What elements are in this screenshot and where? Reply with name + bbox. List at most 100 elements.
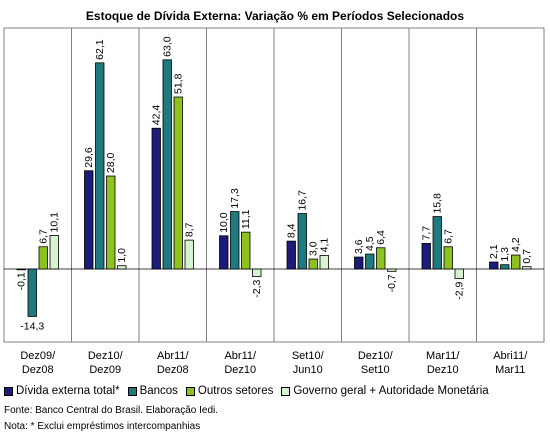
data-label: 4,5 bbox=[364, 236, 376, 251]
legend-item: Bancos bbox=[127, 385, 178, 397]
bar bbox=[511, 254, 521, 270]
data-label: 29,6 bbox=[83, 147, 95, 168]
legend-item: Dívida externa total* bbox=[4, 385, 120, 397]
x-tick-label: Set10/ bbox=[292, 350, 325, 362]
bar bbox=[432, 216, 442, 270]
data-label: 4,1 bbox=[319, 238, 331, 253]
data-label: 28,0 bbox=[105, 152, 117, 173]
x-tick-label: Abri11/ bbox=[493, 350, 528, 362]
x-tick-label: Dez09/ bbox=[20, 350, 56, 362]
data-label: 10,1 bbox=[49, 212, 61, 233]
data-label: 63,0 bbox=[162, 36, 174, 57]
legend-item: Outros setores bbox=[185, 385, 274, 397]
bar bbox=[173, 96, 183, 270]
legend-swatch bbox=[4, 386, 13, 396]
category-dividers bbox=[71, 28, 477, 342]
data-label: 11,1 bbox=[240, 209, 252, 229]
bar bbox=[16, 268, 26, 271]
bar bbox=[454, 268, 464, 280]
bar bbox=[241, 231, 251, 270]
data-label: 1,3 bbox=[499, 247, 511, 262]
bar bbox=[421, 243, 431, 270]
bar bbox=[230, 211, 240, 270]
bar bbox=[117, 265, 127, 270]
bar bbox=[27, 268, 37, 317]
x-tick-label: Dez10 bbox=[224, 364, 256, 376]
x-tick-label: Dez09 bbox=[89, 364, 121, 376]
x-tick-label: Jun10 bbox=[293, 364, 323, 376]
data-label: 4,2 bbox=[510, 237, 522, 252]
bar bbox=[162, 59, 172, 270]
data-label: 15,8 bbox=[432, 193, 444, 214]
bar bbox=[219, 235, 229, 270]
legend-label: Outros setores bbox=[197, 385, 274, 397]
data-label: 10,0 bbox=[218, 212, 230, 233]
data-label: -0,7 bbox=[386, 274, 398, 292]
bar bbox=[252, 268, 262, 278]
source-note: Fonte: Banco Central do Brasil. Elaboraç… bbox=[4, 405, 219, 416]
bar bbox=[354, 256, 364, 270]
bar bbox=[319, 254, 329, 270]
chart: Estoque de Dívida Externa: Variação % em… bbox=[3, 9, 545, 376]
data-label: 51,8 bbox=[173, 73, 185, 94]
legend-label: Governo geral + Autoridade Monetária bbox=[293, 385, 489, 397]
legend-label: Bancos bbox=[139, 385, 178, 397]
bars-layer bbox=[16, 59, 532, 317]
x-tick-label: Abr11/ bbox=[224, 350, 257, 362]
bar bbox=[38, 246, 48, 270]
data-label: 16,7 bbox=[297, 190, 309, 211]
x-tick-label: Dez10/ bbox=[358, 350, 394, 362]
bar bbox=[308, 258, 318, 270]
data-label: 6,7 bbox=[38, 229, 50, 244]
data-label: 2,1 bbox=[488, 244, 500, 259]
data-label: 6,4 bbox=[375, 230, 387, 245]
chart-title: Estoque de Dívida Externa: Variação % em… bbox=[86, 9, 464, 23]
legend-label: Dívida externa total* bbox=[16, 385, 120, 397]
bar bbox=[387, 268, 397, 272]
data-label: -0,1 bbox=[16, 272, 28, 290]
data-label: 0,7 bbox=[521, 249, 533, 264]
legend: Dívida externa total* Bancos Outros setore… bbox=[4, 385, 550, 397]
data-label: 1,0 bbox=[116, 248, 128, 263]
bar bbox=[522, 266, 532, 270]
legend-swatch bbox=[127, 386, 137, 396]
bar bbox=[365, 253, 375, 270]
x-tick-label: Dez10 bbox=[427, 364, 459, 376]
data-label: 3,0 bbox=[308, 241, 320, 256]
footnote: Nota: * Exclui empréstimos intercompanhi… bbox=[4, 421, 201, 432]
bar bbox=[106, 175, 116, 270]
legend-swatch bbox=[185, 386, 195, 396]
data-label: 6,7 bbox=[443, 229, 455, 244]
data-label: -2,3 bbox=[251, 279, 263, 297]
bar bbox=[184, 239, 194, 270]
x-tick-label: Abr11/ bbox=[157, 350, 190, 362]
bar bbox=[95, 62, 105, 270]
x-tick-label: Set10 bbox=[361, 364, 390, 376]
x-tick-label: Dez08 bbox=[157, 364, 189, 376]
bar bbox=[376, 247, 386, 270]
data-label: 3,6 bbox=[353, 239, 365, 254]
bar bbox=[500, 264, 510, 270]
bar bbox=[489, 261, 499, 270]
data-label: 17,3 bbox=[229, 188, 241, 209]
x-tick-label: Dez08 bbox=[22, 364, 54, 376]
x-tick-label: Mar11/ bbox=[426, 350, 460, 362]
data-label: 42,4 bbox=[151, 105, 163, 126]
data-label: -14,3 bbox=[20, 320, 44, 332]
bar bbox=[84, 170, 94, 270]
data-label: 62,1 bbox=[94, 39, 106, 60]
data-labels-layer: -0,1-14,36,710,129,662,128,01,042,463,05… bbox=[16, 36, 534, 332]
bar bbox=[297, 213, 307, 270]
x-tick-label: Dez10/ bbox=[88, 350, 124, 362]
data-label: 7,7 bbox=[421, 226, 433, 241]
legend-swatch bbox=[281, 386, 291, 396]
data-label: 8,7 bbox=[184, 222, 196, 237]
x-tick-label: Mar11 bbox=[495, 364, 525, 376]
x-tick-labels: Dez09/Dez08 Dez10/Dez09 Abr11/Dez08 Abr11/D… bbox=[20, 350, 528, 376]
data-label: -2,9 bbox=[454, 281, 466, 299]
bar bbox=[286, 240, 296, 270]
bar bbox=[443, 246, 453, 270]
data-label: 8,4 bbox=[286, 223, 298, 238]
bar bbox=[49, 235, 59, 270]
legend-item: Governo geral + Autoridade Monetária bbox=[281, 385, 489, 397]
